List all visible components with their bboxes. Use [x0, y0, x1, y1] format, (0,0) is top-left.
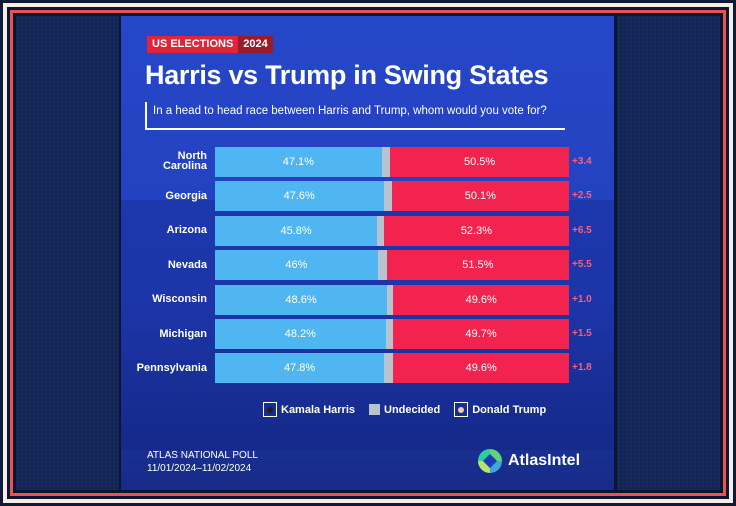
legend-item-harris: Kamala Harris: [263, 402, 355, 417]
undecided-bar: [381, 147, 391, 177]
harris-value-label: 48.6%: [285, 293, 317, 306]
chart-title: Harris vs Trump in Swing States: [145, 60, 549, 90]
harris-bar: [215, 250, 378, 281]
atlasintel-logo: AtlasIntel: [478, 449, 580, 473]
trump-value-label: 52.3%: [460, 224, 493, 237]
trump-bar: [393, 319, 569, 349]
trump-bar: [386, 250, 569, 281]
poster: US ELECTIONS 2024 Harris vs Trump in Swi…: [121, 16, 614, 490]
trump-value-label: 51.5%: [462, 259, 494, 272]
legend: Kamala Harris Undecided Donald Trump: [263, 402, 560, 417]
poll-dates: 11/01/2024–11/02/2024: [147, 463, 252, 474]
harris-value-label: 48.2%: [284, 328, 316, 340]
legend-item-undecided: Undecided: [369, 404, 440, 416]
state-label: Pennsylvania: [136, 361, 207, 374]
poll-source-name: ATLAS NATIONAL POLL: [147, 450, 258, 461]
trump-margin-label: +5.5: [572, 259, 592, 271]
state-label: North Carolina: [162, 150, 207, 172]
trump-bar: [393, 284, 569, 315]
legend-item-trump: Donald Trump: [454, 402, 546, 417]
trump-value-label: 49.6%: [465, 293, 497, 306]
state-label: Arizona: [166, 224, 207, 237]
state-label: Nevada: [167, 258, 207, 271]
election-tag-year: 2024: [238, 36, 273, 53]
trump-margin-label: +3.4: [572, 156, 592, 167]
undecided-bar: [377, 250, 387, 281]
trump-value-label: 49.6%: [465, 362, 497, 375]
election-tag: US ELECTIONS 2024: [147, 36, 273, 53]
legend-label-undecided: Undecided: [384, 403, 441, 416]
harris-value-label: 47.6%: [283, 190, 315, 203]
undecided-bar: [387, 284, 394, 315]
undecided-bar: [385, 319, 394, 349]
right-side-panel: [617, 16, 720, 490]
trump-margin-label: +1.0: [572, 293, 592, 305]
harris-bar: [215, 319, 386, 349]
undecided-bar: [383, 181, 392, 212]
undecided-bar: [384, 353, 394, 384]
logo-text: AtlasIntel: [508, 452, 581, 469]
harris-bar: [215, 353, 385, 384]
poll-source: ATLAS NATIONAL POLL 11/01/2024–11/02/202…: [147, 449, 258, 475]
trump-value-label: 50.1%: [464, 190, 496, 203]
harris-photo-icon: [263, 402, 277, 417]
state-label: Georgia: [165, 189, 207, 202]
harris-value-label: 47.8%: [283, 362, 316, 375]
chart-subtitle: In a head to head race between Harris an…: [153, 105, 547, 117]
undecided-swatch: [369, 404, 380, 415]
legend-label-trump: Donald Trump: [472, 403, 547, 416]
trump-margin-label: +1.8: [572, 362, 592, 374]
election-tag-label: US ELECTIONS: [147, 36, 239, 53]
harris-bar: [215, 147, 382, 177]
harris-value-label: 45.8%: [280, 224, 312, 237]
harris-bar: [215, 215, 378, 246]
trump-bar: [391, 181, 569, 212]
undecided-bar: [377, 215, 384, 246]
harris-value-label: 46%: [285, 259, 308, 272]
state-label: Michigan: [159, 327, 207, 340]
trump-bar: [390, 147, 569, 177]
trump-margin-label: +2.5: [572, 190, 592, 202]
trump-margin-label: +1.5: [572, 328, 592, 339]
trump-margin-label: +6.5: [572, 224, 592, 236]
harris-bar: [215, 181, 384, 212]
frame-border: [10, 10, 726, 496]
legend-label-harris: Kamala Harris: [281, 403, 355, 416]
subtitle-bracket: [145, 102, 565, 130]
trump-bar: [383, 215, 569, 246]
state-label: Wisconsin: [152, 293, 207, 306]
trump-value-label: 49.7%: [465, 328, 497, 340]
trump-photo-icon: [454, 402, 469, 417]
left-side-panel: [16, 16, 119, 490]
trump-value-label: 50.5%: [464, 156, 496, 168]
atlasintel-logo-icon: [478, 449, 502, 473]
trump-bar: [393, 353, 569, 384]
harris-value-label: 47.1%: [282, 156, 314, 168]
harris-bar: [215, 284, 388, 315]
